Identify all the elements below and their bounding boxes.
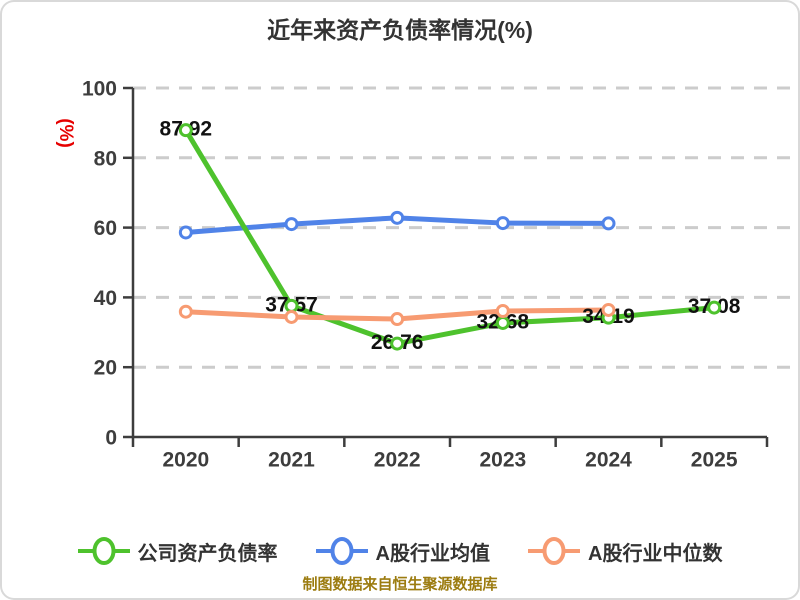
y-tick-label: 60 — [94, 217, 117, 240]
company-ratio-line — [183, 127, 717, 347]
industry-avg-point-2023 — [495, 216, 510, 231]
x-tick-label-2021: 2021 — [268, 449, 315, 472]
x-tick-label-2022: 2022 — [374, 449, 421, 472]
industry-median-point-2023 — [495, 304, 510, 319]
legend: 公司资产负债率 A股行业均值 A股行业中位数 — [0, 536, 800, 566]
industry-median-point-2022 — [390, 312, 405, 327]
legend-marker-company-ratio-icon — [77, 537, 130, 565]
industry-avg-point-2021 — [284, 217, 299, 232]
data-source-note: 制图数据来自恒生聚源数据库 — [302, 576, 498, 593]
industry-avg-point-2022 — [390, 210, 405, 225]
y-tick-label: 40 — [94, 287, 117, 310]
industry-median-point-2020 — [178, 304, 193, 319]
legend-marker-industry-median-icon — [528, 537, 580, 565]
x-tick-label-2020: 2020 — [162, 449, 209, 472]
legend-label-company-ratio: 公司资产负债率 — [137, 542, 278, 565]
company-ratio-point-2025 — [707, 300, 722, 315]
company-ratio-point-2022 — [390, 336, 405, 351]
y-tick-label: 0 — [105, 427, 117, 450]
company-ratio-point-2021 — [284, 298, 299, 313]
y-tick-label: 100 — [82, 78, 117, 101]
legend-item-industry-median[interactable]: A股行业中位数 — [528, 536, 722, 566]
x-tick-label-2025: 2025 — [691, 449, 738, 472]
legend-item-industry-avg[interactable]: A股行业均值 — [315, 536, 490, 566]
legend-item-company-ratio[interactable]: 公司资产负债率 — [77, 536, 278, 566]
chart-title: 近年来资产负债率情况(%) — [267, 17, 533, 43]
legend-marker-industry-avg-icon — [315, 537, 368, 565]
company-ratio-point-2023 — [495, 315, 510, 330]
industry-median-point-2021 — [284, 309, 299, 324]
legend-label-industry-median: A股行业中位数 — [588, 542, 723, 565]
company-ratio-point-2020 — [178, 123, 193, 138]
y-tick-label: 80 — [94, 147, 117, 170]
x-tick-label-2023: 2023 — [479, 449, 526, 472]
industry-median-point-2024 — [601, 302, 616, 317]
industry-avg-point-2024 — [601, 216, 616, 231]
y-tick-label: 20 — [94, 357, 117, 380]
x-tick-label-2024: 2024 — [585, 449, 632, 472]
industry-avg-point-2020 — [178, 225, 193, 240]
legend-label-industry-avg: A股行业均值 — [375, 542, 490, 565]
